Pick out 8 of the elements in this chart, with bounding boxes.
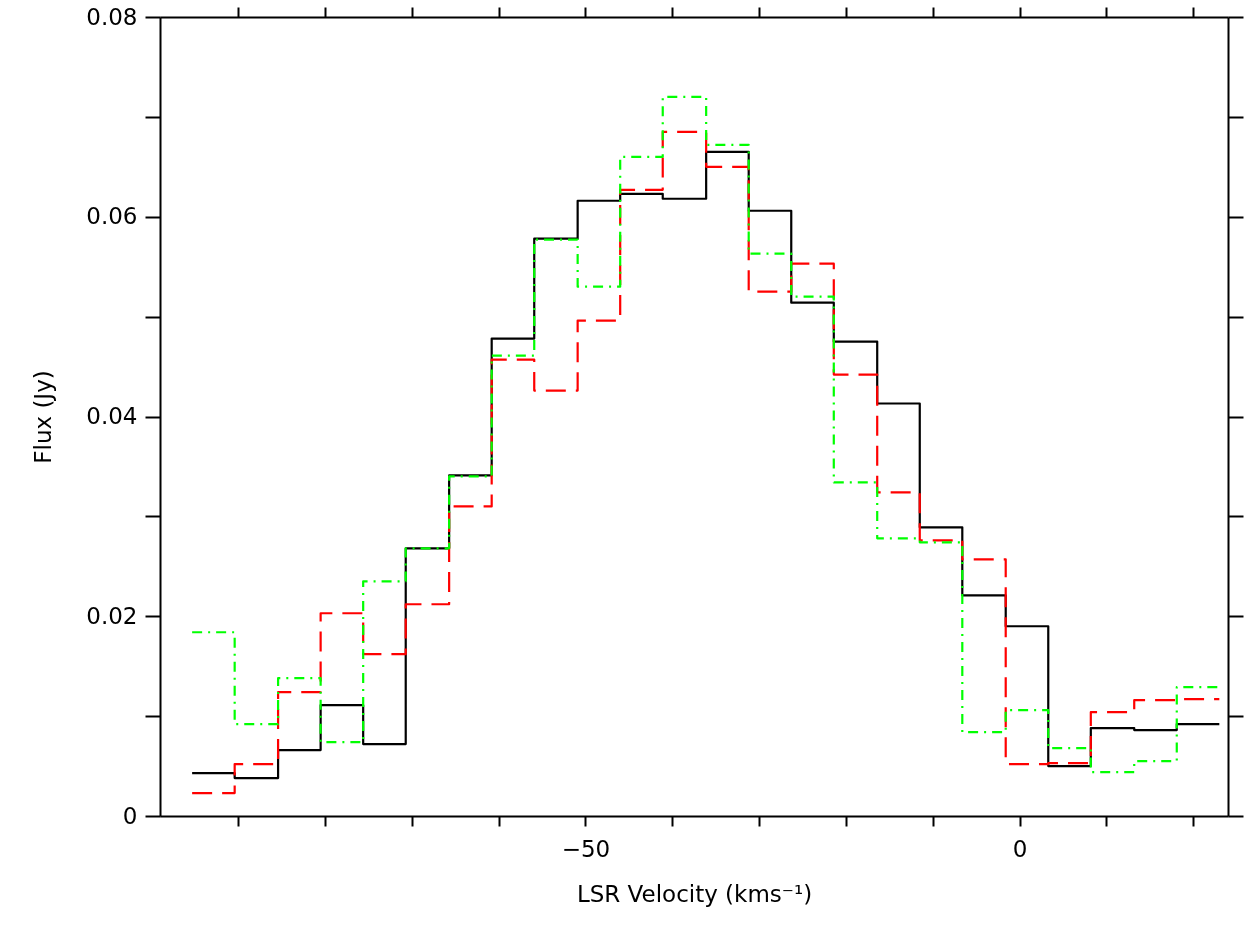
y-tick-label: 0 [122, 802, 138, 829]
y-tick-label: 0.04 [86, 403, 138, 429]
x-axis-title: LSR Velocity (kms⁻¹) [576, 880, 813, 907]
y-tick-label: 0.06 [86, 203, 138, 230]
x-tick-label: −50 [561, 835, 611, 862]
y-axis-title: Flux (Jy) [30, 370, 57, 464]
y-tick-label: 0.08 [86, 3, 138, 30]
y-tick-label: 0.02 [86, 602, 138, 629]
